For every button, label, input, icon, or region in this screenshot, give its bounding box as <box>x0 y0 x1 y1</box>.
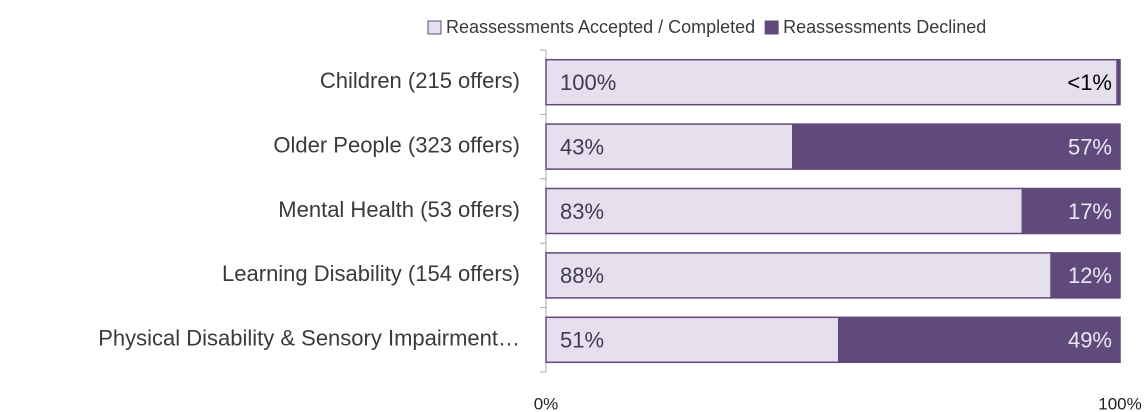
category-label: Mental Health (53 offers) <box>278 197 520 222</box>
bar-segment <box>545 252 1052 299</box>
bar-segment <box>1050 252 1121 299</box>
value-label: 100% <box>560 70 616 95</box>
bar-segment <box>545 187 1024 235</box>
legend-swatch <box>427 20 442 35</box>
bar-segment <box>837 316 1121 364</box>
legend-label: Reassessments Declined <box>783 17 986 37</box>
value-label: <1% <box>1067 70 1112 95</box>
value-label: 12% <box>1068 263 1112 288</box>
bar-segment <box>545 58 1118 106</box>
bar-segment <box>1116 58 1121 106</box>
bar-segment <box>792 123 1121 170</box>
value-label: 17% <box>1068 199 1112 224</box>
bar-segment <box>1021 187 1121 235</box>
value-label: 88% <box>560 263 604 288</box>
value-label: 83% <box>560 199 604 224</box>
x-tick-label: 0% <box>534 394 559 412</box>
value-label: 51% <box>560 328 604 353</box>
category-label: Learning Disability (154 offers) <box>222 261 520 286</box>
bar-segment <box>545 316 840 364</box>
value-label: 57% <box>1068 134 1112 159</box>
category-label: Physical Disability & Sensory Impairment… <box>98 326 520 351</box>
x-tick-label: 100% <box>1098 394 1141 412</box>
value-label: 49% <box>1068 328 1112 353</box>
bar-segment <box>545 123 794 170</box>
legend-swatch <box>764 20 779 35</box>
category-label: Children (215 offers) <box>320 68 520 93</box>
category-label: Older People (323 offers) <box>273 132 520 157</box>
legend-label: Reassessments Accepted / Completed <box>446 17 755 37</box>
value-label: 43% <box>560 134 604 159</box>
